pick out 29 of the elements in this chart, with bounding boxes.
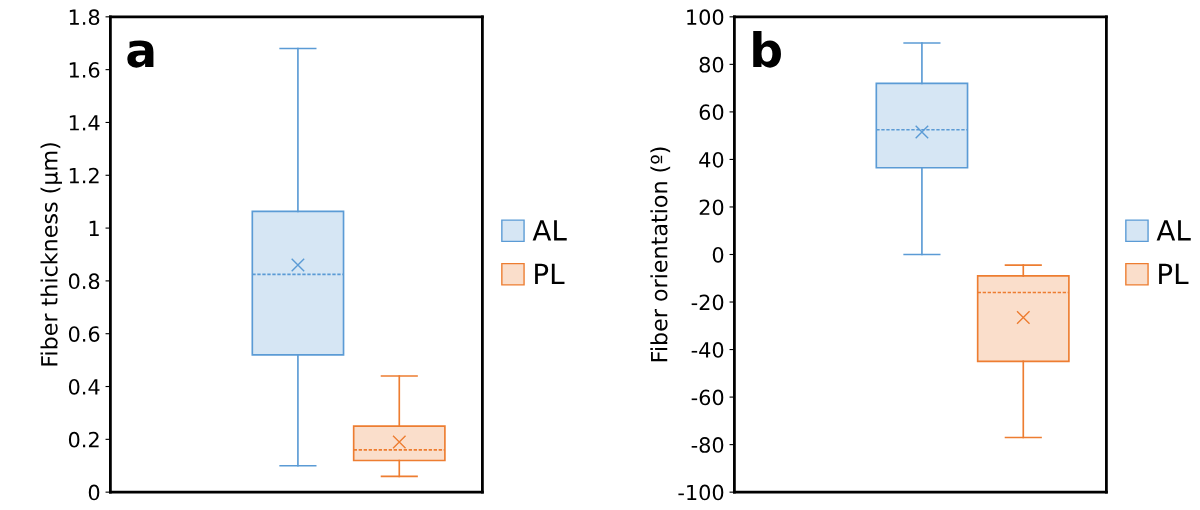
y-tick-label: -20 [691,294,724,311]
y-tick-label: -80 [691,437,724,453]
legend-label: PL [535,263,565,284]
y-tick-label: 20 [699,199,724,216]
y-tick-label: 1.4 [69,115,100,131]
y-tick-label: 40 [699,151,724,168]
y-tick-label: 1.6 [69,62,100,78]
legend-label: AL [1156,220,1191,241]
y-tick-label: 0.4 [68,378,100,395]
y-tick-label: 0 [88,484,100,501]
y-tick-label: 100 [687,9,724,26]
annotation: a [127,40,154,68]
y-axis-title: Fiber thickness (µm) [40,143,62,366]
y-tick-label: 1.8 [69,9,100,26]
annotation: b [753,31,781,68]
y-tick-label: 0.8 [68,273,100,290]
y-tick-label: 0 [712,246,724,263]
y-tick-label: -40 [691,342,724,358]
legend-label: PL [1159,263,1189,284]
y-tick-label: -100 [678,484,724,501]
y-tick-label: 0.2 [68,431,99,448]
y-tick-label: 1.2 [69,167,99,184]
y-tick-label: 80 [699,56,724,73]
y-tick-label: 1 [89,220,99,236]
y-axis-title: Fiber orientation (º) [650,147,671,362]
y-tick-label: 60 [699,104,724,121]
legend-label: AL [532,220,567,241]
y-tick-label: 0.6 [68,326,100,342]
y-tick-label: -60 [691,389,724,406]
